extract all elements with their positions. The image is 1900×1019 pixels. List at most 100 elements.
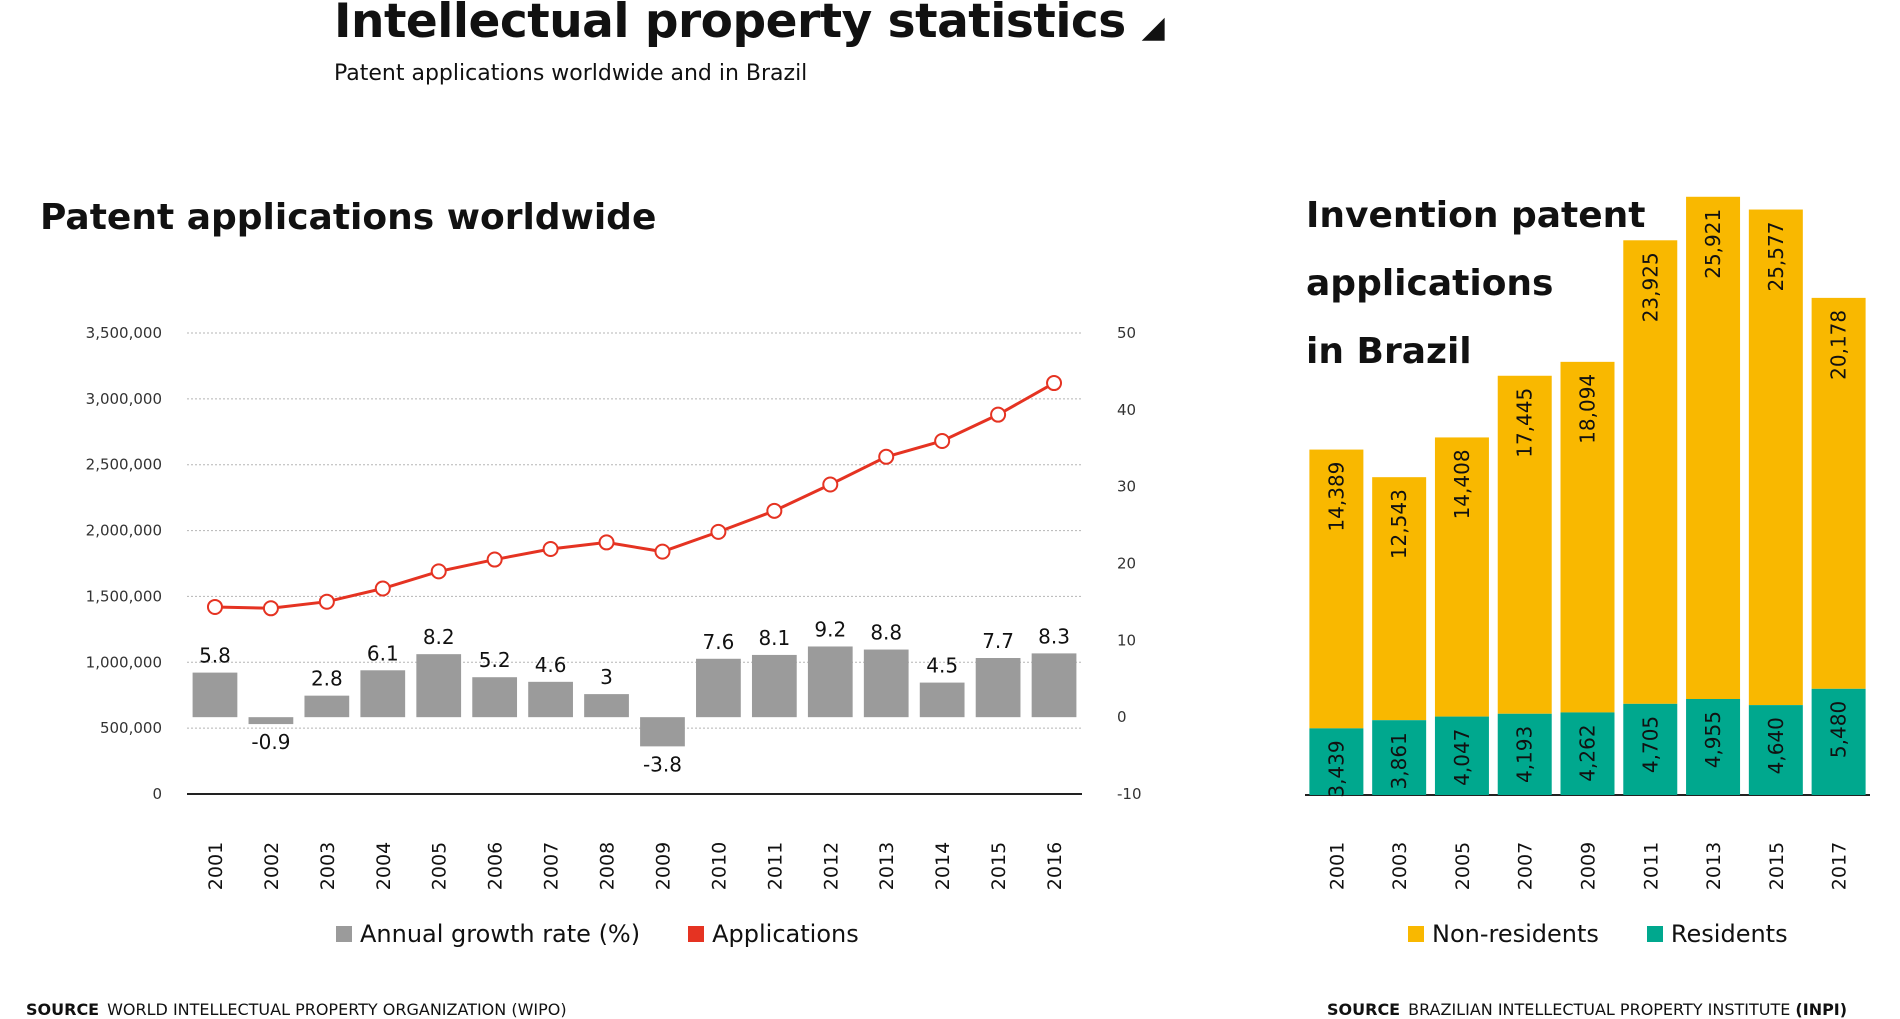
non-residents-label: 14,389 (1324, 462, 1348, 532)
applications-point (654, 543, 671, 560)
legend-swatch-applications (688, 926, 705, 942)
residents-bar (1811, 688, 1866, 795)
residents-label: 4,640 (1764, 717, 1788, 774)
growth-rate-label: -0.9 (251, 730, 290, 754)
growth-rate-bar (640, 717, 685, 747)
right-source-abbrev: (INPI) (1795, 1000, 1848, 1019)
year-label: 2003 (317, 842, 339, 890)
year-label: 2015 (1766, 842, 1788, 890)
growth-rate-bar (416, 654, 462, 718)
non-residents-label: 23,925 (1638, 252, 1662, 322)
year-label: 2002 (261, 842, 283, 890)
residents-label: 3,861 (1387, 732, 1411, 789)
legend-swatch-non-residents (1408, 926, 1424, 942)
left-source-text: WORLD INTELLECTUAL PROPERTY ORGANIZATION… (107, 1000, 567, 1019)
non-residents-label: 17,445 (1513, 388, 1537, 458)
residents-label: 4,262 (1576, 724, 1600, 781)
legend-item-growth-rate: Annual growth rate (%) (336, 920, 640, 948)
growth-rate-label: 8.2 (423, 625, 455, 649)
year-label: 2009 (652, 842, 674, 890)
residents-bar (1560, 712, 1615, 795)
year-label: 2001 (205, 842, 227, 890)
growth-rate-label: 7.7 (982, 629, 1014, 653)
legend-label-residents: Residents (1670, 920, 1788, 948)
growth-rate-label: 4.6 (535, 653, 567, 677)
year-label: 2001 (1326, 842, 1348, 890)
right-axis-tick-label: -10 (1117, 785, 1142, 803)
non-residents-label: 14,408 (1450, 449, 1474, 519)
year-label: 2008 (597, 842, 619, 890)
right-chart-title-line-2: applications (1306, 263, 1554, 304)
growth-rate-bar (863, 649, 909, 718)
applications-line (214, 381, 1055, 610)
year-label: 2011 (764, 842, 786, 890)
growth-rate-bar (304, 695, 350, 718)
right-legend: Non-residents Residents (1408, 920, 1836, 948)
non-residents-label: 18,094 (1576, 374, 1600, 444)
non-residents-label: 12,543 (1387, 489, 1411, 559)
residents-bar (1309, 728, 1364, 795)
page-subtitle: Patent applications worldwide and in Bra… (334, 61, 808, 86)
growth-rate-bar (975, 658, 1021, 718)
year-label: 2007 (541, 842, 563, 890)
year-label: 2016 (1044, 842, 1066, 890)
legend-label-growth-rate: Annual growth rate (%) (360, 920, 641, 948)
non-residents-bar (1748, 209, 1803, 706)
growth-rate-bar (528, 681, 573, 718)
growth-rate-bar (1031, 653, 1077, 718)
growth-rate-label: 8.3 (1038, 624, 1070, 648)
residents-label: 3,439 (1324, 740, 1348, 797)
left-source-label: SOURCE (26, 1000, 100, 1019)
legend-item-residents: Residents (1646, 920, 1788, 948)
residents-bar (1686, 698, 1741, 795)
growth-rate-label: 5.2 (479, 648, 511, 672)
non-residents-bar (1560, 361, 1615, 713)
year-label: 2009 (1578, 842, 1600, 890)
residents-bar (1748, 705, 1803, 795)
year-label: 2015 (988, 842, 1010, 890)
right-axis-tick-label: 0 (1117, 708, 1127, 726)
year-label: 2012 (820, 842, 842, 890)
non-residents-bar (1309, 449, 1364, 729)
growth-rate-bar (919, 682, 965, 718)
title-corner-icon: ◢ (1141, 10, 1165, 45)
residents-label: 4,955 (1701, 711, 1725, 768)
applications-point (374, 580, 391, 597)
year-label: 2007 (1515, 842, 1537, 890)
non-residents-label: 25,921 (1701, 209, 1725, 279)
non-residents-bar (1497, 375, 1552, 714)
applications-point (430, 563, 447, 580)
growth-rate-bar (807, 646, 853, 718)
non-residents-bar (1372, 477, 1427, 721)
left-chart-title: Patent applications worldwide (40, 197, 657, 238)
left-legend: Annual growth rate (%) Applications (336, 920, 907, 948)
left-axis-tick-label: 1,500,000 (86, 587, 162, 605)
legend-label-non-residents: Non-residents (1432, 920, 1599, 948)
year-label: 2013 (1703, 842, 1725, 890)
left-axis-tick-label: 2,000,000 (86, 522, 162, 540)
applications-point (990, 406, 1007, 423)
residents-bar (1434, 716, 1489, 795)
applications-point (710, 523, 727, 540)
right-source-text: BRAZILIAN INTELLECTUAL PROPERTY INSTITUT… (1408, 1000, 1791, 1019)
growth-rate-label: 7.6 (703, 630, 735, 654)
year-label: 2003 (1389, 842, 1411, 890)
applications-point (542, 541, 559, 558)
right-chart-title-line-3: in Brazil (1306, 331, 1472, 372)
applications-point (318, 593, 335, 610)
growth-rate-bar (751, 654, 797, 718)
applications-point (486, 551, 503, 568)
residents-label: 4,047 (1450, 729, 1474, 786)
left-axis-tick-label: 3,500,000 (86, 324, 162, 342)
growth-rate-label: 3 (600, 665, 613, 689)
legend-item-applications: Applications (688, 920, 859, 948)
page-title-text: Intellectual property statistics (334, 0, 1126, 49)
right-axis-tick-label: 10 (1117, 631, 1136, 649)
year-label: 2013 (876, 842, 898, 890)
growth-rate-label: 8.8 (870, 621, 902, 645)
growth-rate-label: 2.8 (311, 667, 343, 691)
non-residents-bar (1686, 196, 1741, 699)
non-residents-bar (1623, 240, 1678, 704)
